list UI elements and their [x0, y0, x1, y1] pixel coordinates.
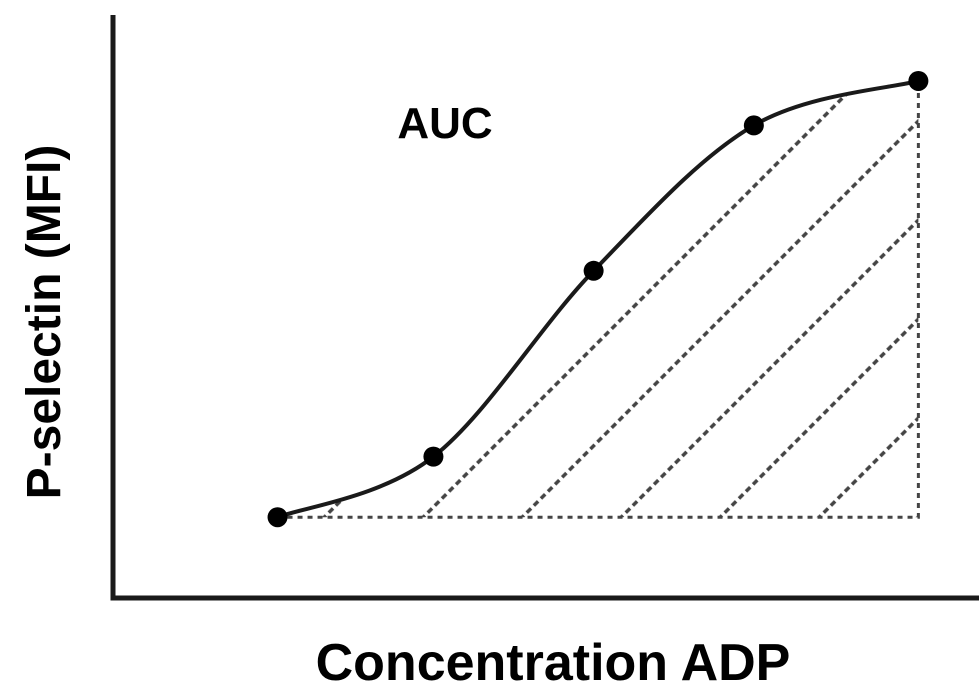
x-axis-title: Concentration ADP: [316, 634, 791, 685]
auc-dotted-boundary: [277, 80, 920, 519]
data-points: [267, 70, 929, 528]
data-point: [583, 260, 604, 281]
auc-hatched-area: [277, 80, 919, 518]
data-point: [743, 115, 764, 136]
auc-label: AUC: [397, 99, 492, 148]
data-point: [267, 507, 288, 528]
data-point: [423, 446, 444, 467]
axes: [110, 15, 979, 601]
data-point: [908, 70, 929, 91]
y-axis-title: P-selectin (MFI): [18, 145, 71, 500]
